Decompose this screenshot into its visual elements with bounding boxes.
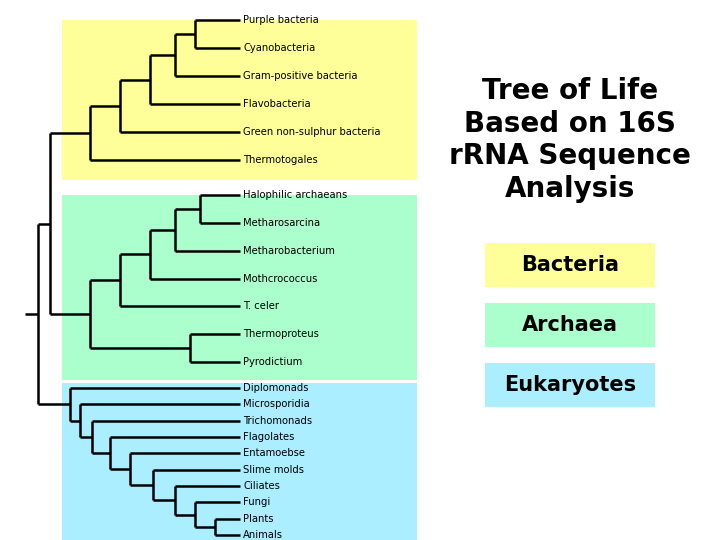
- Text: Animals: Animals: [243, 530, 283, 540]
- Text: Ciliates: Ciliates: [243, 481, 280, 491]
- Text: Diplomonads: Diplomonads: [243, 383, 308, 393]
- Text: Bacteria: Bacteria: [521, 255, 619, 275]
- Bar: [485, 363, 655, 407]
- Text: Entamoebse: Entamoebse: [243, 448, 305, 458]
- Text: Metharosarcina: Metharosarcina: [243, 218, 320, 228]
- Text: T. celer: T. celer: [243, 301, 279, 312]
- Text: Mothcrococcus: Mothcrococcus: [243, 273, 318, 284]
- Text: Purple bacteria: Purple bacteria: [243, 15, 319, 25]
- Text: Slime molds: Slime molds: [243, 464, 304, 475]
- Bar: [62, 195, 417, 380]
- Text: Tree of Life
Based on 16S
rRNA Sequence
Analysis: Tree of Life Based on 16S rRNA Sequence …: [449, 77, 691, 202]
- Text: Trichomonads: Trichomonads: [243, 416, 312, 426]
- Text: Cyanobacteria: Cyanobacteria: [243, 43, 315, 53]
- Text: Gram-positive bacteria: Gram-positive bacteria: [243, 71, 358, 81]
- Text: Thermoproteus: Thermoproteus: [243, 329, 319, 339]
- Text: Halophilic archaeans: Halophilic archaeans: [243, 190, 347, 200]
- Text: Archaea: Archaea: [522, 315, 618, 335]
- Text: Thermotogales: Thermotogales: [243, 155, 318, 165]
- Text: Microsporidia: Microsporidia: [243, 400, 310, 409]
- Text: Fungi: Fungi: [243, 497, 270, 508]
- Bar: [62, 20, 417, 180]
- Bar: [485, 243, 655, 287]
- Text: Pyrodictium: Pyrodictium: [243, 357, 302, 367]
- Text: Flagolates: Flagolates: [243, 432, 294, 442]
- Text: Eukaryotes: Eukaryotes: [504, 375, 636, 395]
- Bar: [485, 303, 655, 347]
- Text: Flavobacteria: Flavobacteria: [243, 99, 310, 109]
- Text: Green non-sulphur bacteria: Green non-sulphur bacteria: [243, 127, 380, 137]
- Text: Metharobacterium: Metharobacterium: [243, 246, 335, 255]
- Bar: [62, 383, 417, 540]
- Text: Plants: Plants: [243, 514, 274, 524]
